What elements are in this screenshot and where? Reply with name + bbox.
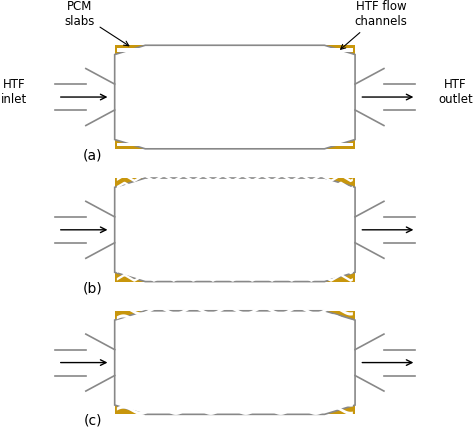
Bar	[117, 116, 353, 120]
Polygon shape	[117, 274, 353, 282]
Polygon shape	[117, 364, 353, 374]
Bar	[117, 74, 353, 78]
Text: (b): (b)	[83, 281, 103, 295]
Text: HTF flow
channels: HTF flow channels	[341, 0, 408, 49]
Bar	[117, 91, 353, 95]
Polygon shape	[117, 212, 353, 221]
Bar	[117, 100, 353, 103]
Polygon shape	[117, 323, 353, 332]
Bar	[117, 82, 353, 86]
Polygon shape	[117, 331, 353, 340]
Text: (a): (a)	[83, 149, 102, 162]
Polygon shape	[117, 243, 353, 251]
Polygon shape	[117, 339, 353, 349]
Text: PCM
slabs: PCM slabs	[64, 0, 129, 46]
Polygon shape	[117, 405, 353, 415]
Polygon shape	[117, 174, 353, 182]
Polygon shape	[117, 348, 353, 357]
Polygon shape	[117, 381, 353, 390]
Polygon shape	[117, 372, 353, 382]
Polygon shape	[117, 227, 353, 236]
Polygon shape	[117, 181, 353, 190]
Bar	[117, 108, 353, 112]
Bar	[117, 56, 353, 60]
Text: HTF
inlet: HTF inlet	[1, 78, 27, 106]
Text: (c): (c)	[83, 414, 102, 428]
Polygon shape	[117, 220, 353, 228]
Polygon shape	[117, 258, 353, 267]
Text: HTF
outlet: HTF outlet	[438, 78, 473, 106]
Polygon shape	[117, 197, 353, 205]
Bar	[117, 142, 353, 146]
Bar	[115, 311, 355, 414]
Polygon shape	[117, 251, 353, 259]
Polygon shape	[117, 356, 353, 365]
Bar	[117, 65, 353, 69]
Bar	[117, 125, 353, 129]
Polygon shape	[117, 235, 353, 244]
Bar	[115, 178, 355, 281]
Polygon shape	[117, 389, 353, 398]
Polygon shape	[117, 204, 353, 213]
Bar	[117, 48, 353, 52]
Bar	[117, 134, 353, 138]
Polygon shape	[115, 311, 355, 414]
Polygon shape	[117, 266, 353, 275]
Polygon shape	[117, 397, 353, 407]
Polygon shape	[117, 306, 353, 316]
Polygon shape	[115, 178, 355, 281]
Polygon shape	[117, 314, 353, 324]
Polygon shape	[117, 189, 353, 197]
Polygon shape	[115, 45, 355, 149]
Bar	[115, 45, 355, 149]
